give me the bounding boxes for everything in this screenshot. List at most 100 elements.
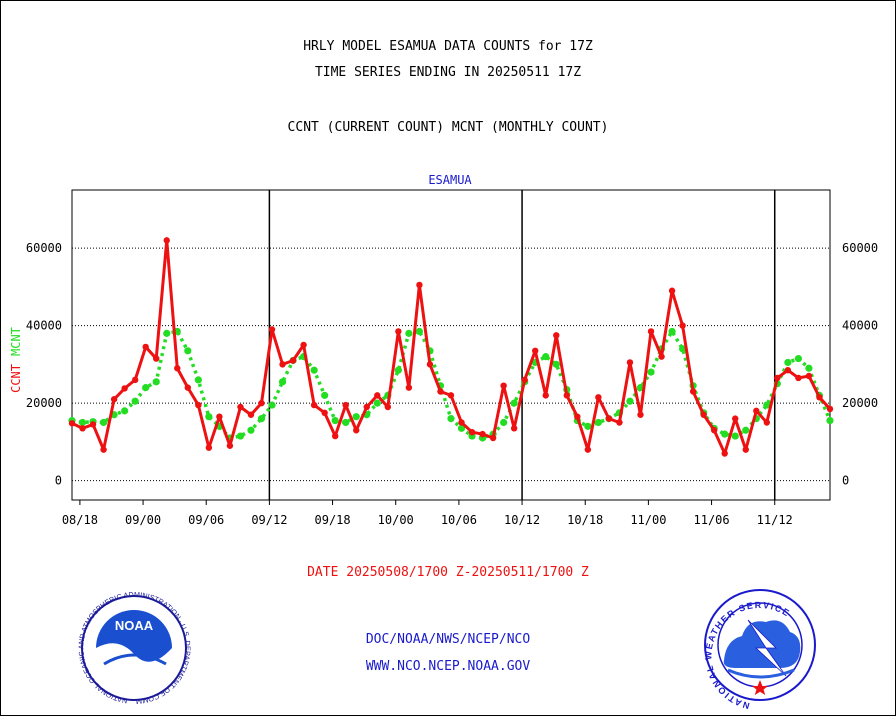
data-point-mcnt — [163, 329, 171, 337]
data-point-ccnt — [289, 357, 297, 364]
y-tick-label-right: 60000 — [842, 241, 878, 255]
data-point-ccnt — [321, 409, 328, 417]
y-axis-left: 0 20000 40000 60000 — [26, 241, 62, 488]
y-tick-label-left: 0 — [55, 474, 62, 488]
data-point-mcnt — [142, 384, 150, 392]
data-point-mcnt — [257, 415, 266, 423]
website-link: WWW.NCO.NCEP.NOAA.GOV — [365, 659, 531, 674]
data-point-ccnt — [89, 421, 97, 428]
data-point-ccnt — [489, 434, 497, 442]
data-point-ccnt — [184, 384, 192, 391]
data-point-mcnt — [584, 422, 592, 430]
data-point-ccnt — [826, 405, 834, 413]
x-tick-label: 11/12 — [757, 513, 793, 527]
noaa-logo-text: NOAA — [115, 618, 154, 633]
data-point-mcnt — [542, 353, 550, 361]
data-point-mcnt — [310, 366, 318, 374]
data-point-mcnt — [784, 358, 792, 367]
data-point-ccnt — [100, 446, 107, 453]
data-point-mcnt — [394, 366, 402, 374]
x-tick-label: 11/06 — [694, 513, 730, 527]
data-point-ccnt — [721, 450, 728, 457]
ylabel-ccnt: CCNT — [9, 364, 23, 393]
data-point-ccnt — [584, 446, 592, 453]
page-title: HRLY MODEL ESAMUA DATA COUNTS for 17Z — [303, 39, 593, 54]
data-point-mcnt — [552, 360, 560, 368]
data-point-mcnt — [594, 418, 602, 427]
data-point-mcnt — [731, 432, 739, 440]
data-point-ccnt — [668, 287, 676, 294]
data-point-mcnt — [236, 432, 245, 440]
data-point-ccnt — [732, 415, 739, 422]
data-point-mcnt — [278, 378, 287, 386]
page-subtitle: TIME SERIES ENDING IN 20250511 17Z — [314, 65, 582, 80]
y-axis-right: 0 20000 40000 60000 — [842, 241, 878, 488]
data-point-ccnt — [700, 411, 707, 418]
data-point-ccnt — [110, 396, 118, 403]
data-point-mcnt — [805, 364, 813, 372]
data-point-ccnt — [605, 415, 613, 422]
data-point-ccnt — [742, 446, 749, 453]
data-point-mcnt — [321, 391, 329, 399]
data-point-mcnt — [247, 426, 255, 434]
data-point-mcnt — [268, 401, 276, 409]
noaa-logo-icon: NOAA NATIONAL OCEANIC AND ATMOSPHERIC AD… — [0, 0, 193, 706]
data-point-ccnt — [331, 432, 339, 440]
data-point-ccnt — [174, 365, 181, 372]
data-point-mcnt — [510, 399, 518, 407]
data-point-ccnt — [542, 392, 549, 399]
data-point-ccnt — [658, 353, 665, 360]
x-axis: 08/18 09/00 09/06 09/12 09/18 10/00 10/06 10/12… — [62, 500, 793, 527]
data-point-ccnt — [384, 403, 392, 411]
x-tick-label: 08/18 — [62, 513, 98, 527]
data-point-ccnt — [163, 237, 170, 244]
noaa-ring-text: NATIONAL OCEANIC AND ATMOSPHERIC ADMINIS… — [0, 0, 193, 706]
y-axis-label: CCNT MCNT — [9, 327, 23, 393]
data-point-ccnt — [279, 361, 286, 368]
data-point-ccnt — [68, 420, 76, 427]
x-tick-label: 10/00 — [378, 513, 414, 527]
data-point-ccnt — [458, 419, 465, 426]
data-point-ccnt — [310, 401, 318, 409]
y-tick-label-left: 40000 — [26, 319, 62, 333]
x-tick-label: 09/06 — [188, 513, 224, 527]
data-point-ccnt — [353, 427, 360, 434]
data-point-ccnt — [816, 394, 823, 401]
x-tick-label: 10/18 — [567, 513, 603, 527]
data-point-ccnt — [763, 419, 771, 426]
data-point-ccnt — [153, 355, 160, 362]
data-point-mcnt — [131, 397, 139, 405]
data-point-ccnt — [637, 411, 644, 418]
data-point-ccnt — [300, 341, 307, 349]
data-point-ccnt — [258, 399, 265, 407]
data-point-ccnt — [395, 328, 402, 335]
data-point-ccnt — [479, 430, 486, 438]
data-point-ccnt — [532, 347, 539, 355]
data-point-mcnt — [668, 327, 676, 336]
legend-description: CCNT (CURRENT COUNT) MCNT (MONTHLY COUNT… — [287, 120, 609, 135]
data-point-mcnt — [331, 416, 339, 425]
data-point-ccnt — [805, 372, 813, 380]
x-tick-label: 10/12 — [504, 513, 540, 527]
data-point-ccnt — [447, 392, 455, 399]
day-boundaries — [268, 190, 776, 500]
chart-title: ESAMUA — [428, 173, 472, 187]
data-point-mcnt — [826, 416, 834, 425]
data-point-ccnt — [553, 332, 560, 339]
date-range: DATE 20250508/1700 Z-20250511/1700 Z — [307, 565, 589, 580]
data-point-ccnt — [710, 427, 718, 434]
data-point-ccnt — [426, 361, 434, 368]
data-point-ccnt — [774, 374, 781, 382]
data-point-mcnt — [626, 397, 634, 405]
data-point-ccnt — [405, 384, 413, 391]
data-point-ccnt — [795, 374, 802, 382]
data-point-mcnt — [763, 401, 771, 409]
data-point-ccnt — [500, 382, 507, 389]
data-point-mcnt — [721, 430, 729, 438]
data-point-ccnt — [437, 388, 444, 395]
data-point-ccnt — [121, 385, 128, 392]
data-point-ccnt — [131, 376, 139, 384]
data-point-mcnt — [194, 376, 202, 384]
svg-text:NATIONAL OCEANIC AND ATMOSPHER: NATIONAL OCEANIC AND ATMOSPHERIC ADMINIS… — [0, 0, 193, 706]
